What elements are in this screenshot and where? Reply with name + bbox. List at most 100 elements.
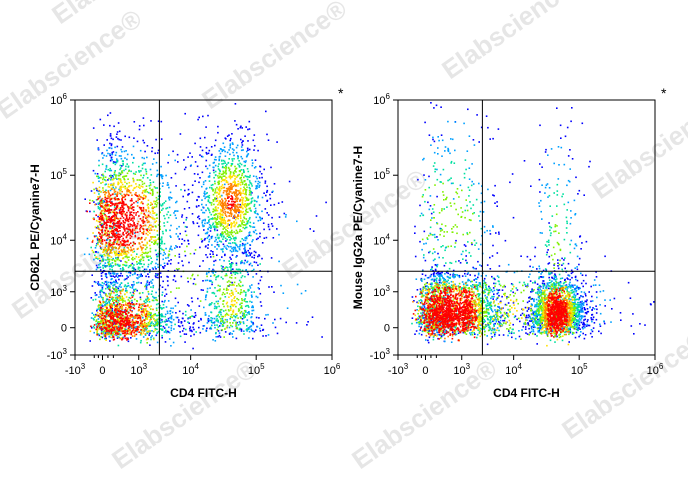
data-point — [137, 321, 139, 323]
data-point — [170, 177, 173, 179]
data-point — [224, 210, 227, 213]
data-point — [161, 291, 164, 294]
data-point — [201, 171, 204, 174]
data-point — [225, 312, 228, 315]
data-point — [145, 188, 148, 191]
data-point — [235, 301, 238, 304]
data-point — [133, 305, 135, 307]
data-point — [246, 260, 249, 263]
data-point — [211, 218, 214, 220]
data-point — [114, 318, 117, 321]
data-point — [141, 253, 143, 256]
data-point — [131, 194, 133, 197]
data-point — [243, 333, 245, 335]
data-point — [253, 254, 256, 257]
data-point — [226, 151, 229, 154]
data-point — [224, 170, 227, 172]
data-point — [131, 153, 133, 156]
data-point — [211, 283, 213, 286]
data-point — [101, 286, 104, 289]
data-point — [148, 315, 151, 318]
data-point — [120, 324, 122, 326]
data-point — [213, 158, 216, 161]
data-point — [239, 203, 241, 206]
data-point — [151, 261, 153, 263]
data-point — [143, 124, 145, 127]
data-point — [100, 242, 103, 244]
data-point — [111, 188, 113, 190]
data-point — [126, 339, 128, 341]
data-point — [112, 162, 115, 164]
data-point — [167, 161, 169, 164]
data-point — [200, 317, 202, 320]
data-point — [134, 268, 137, 271]
data-point — [94, 298, 97, 301]
data-point — [105, 324, 108, 326]
data-point — [218, 186, 221, 189]
data-point — [244, 246, 246, 249]
data-point — [109, 209, 112, 211]
data-point — [151, 316, 154, 319]
data-point — [105, 166, 108, 168]
data-point — [123, 196, 126, 198]
data-point — [228, 293, 231, 295]
data-point — [112, 284, 114, 287]
data-point — [238, 309, 241, 311]
data-point — [99, 326, 101, 329]
data-point — [221, 198, 223, 200]
data-point — [93, 192, 96, 194]
data-point — [104, 326, 107, 329]
data-point — [144, 323, 147, 326]
data-point — [168, 206, 171, 209]
data-point — [178, 319, 180, 321]
data-point — [212, 251, 214, 253]
data-point — [246, 186, 248, 189]
data-point — [220, 173, 223, 176]
data-point — [233, 194, 236, 196]
data-point — [141, 330, 144, 332]
data-point — [131, 244, 134, 247]
data-point — [239, 184, 242, 186]
data-point — [96, 309, 98, 312]
data-point — [194, 180, 196, 182]
data-point — [209, 287, 211, 289]
data-point — [202, 211, 204, 214]
data-point — [102, 299, 104, 301]
data-point — [115, 287, 118, 289]
data-point — [137, 325, 139, 328]
data-point — [101, 325, 104, 328]
data-point — [230, 195, 233, 197]
data-point — [124, 198, 127, 201]
data-point — [225, 165, 227, 167]
data-point — [119, 295, 121, 298]
data-point — [101, 291, 104, 293]
data-point — [107, 216, 110, 218]
data-point — [121, 309, 123, 311]
data-point — [99, 212, 102, 214]
data-point — [255, 273, 258, 275]
data-point — [239, 214, 242, 216]
data-point — [121, 317, 123, 320]
data-point — [111, 258, 113, 261]
data-point — [122, 196, 124, 199]
data-point — [147, 255, 149, 258]
data-point — [221, 205, 223, 208]
data-point — [233, 180, 236, 182]
data-point — [129, 192, 132, 194]
data-point — [161, 300, 163, 303]
data-point — [103, 218, 105, 220]
data-point — [213, 171, 215, 174]
data-point — [243, 217, 246, 220]
data-point — [119, 290, 121, 293]
data-point — [99, 295, 102, 297]
data-point — [126, 244, 128, 246]
data-point — [197, 118, 199, 121]
data-point — [134, 173, 137, 175]
data-point — [112, 299, 114, 301]
data-point — [231, 254, 234, 256]
data-point — [93, 319, 95, 321]
data-point — [228, 189, 231, 192]
data-point — [132, 256, 134, 259]
data-point — [177, 321, 180, 323]
data-point — [210, 328, 213, 330]
